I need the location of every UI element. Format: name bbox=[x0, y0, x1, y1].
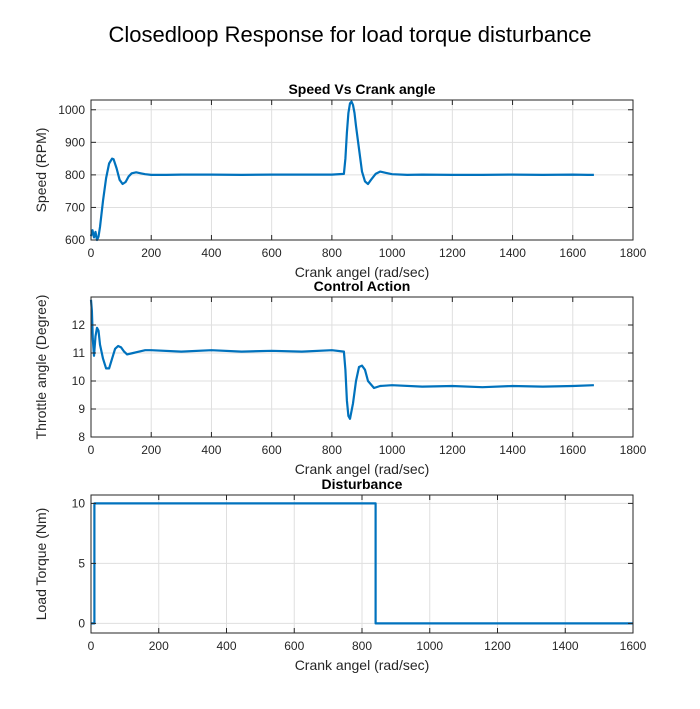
disturbance-plot-ytick-label: 5 bbox=[78, 556, 85, 570]
speed-plot-xtick-label: 200 bbox=[141, 246, 161, 260]
control-action-plot-ytick-label: 11 bbox=[73, 346, 86, 360]
figure-title: Closedloop Response for load torque dist… bbox=[108, 22, 592, 47]
control-action-plot-ylabel: Throttle angle (Degree) bbox=[33, 295, 49, 440]
disturbance-plot-xtick-label: 0 bbox=[88, 639, 95, 653]
disturbance-plot-title: Disturbance bbox=[322, 476, 403, 492]
speed-plot-xtick-label: 0 bbox=[88, 246, 95, 260]
speed-plot-ytick-label: 1000 bbox=[58, 103, 85, 117]
control-action-plot-xtick-label: 0 bbox=[88, 443, 95, 457]
control-action-plot-xtick-label: 1800 bbox=[620, 443, 647, 457]
disturbance-plot-xlabel: Crank angel (rad/sec) bbox=[295, 657, 430, 673]
disturbance-plot-xtick-label: 600 bbox=[284, 639, 304, 653]
control-action-plot: 0 200 400 600 800 1000 1200 1400 1600 1800 8 9 10 11 1… bbox=[33, 278, 647, 477]
control-action-plot-ticks: 0 200 400 600 800 1000 1200 1400 1600 1800 8 9 10 11 1… bbox=[72, 296, 647, 457]
control-action-plot-xtick-label: 1200 bbox=[439, 443, 466, 457]
disturbance-plot-xtick-label: 1400 bbox=[552, 639, 579, 653]
disturbance-plot-xtick-label: 400 bbox=[216, 639, 236, 653]
speed-plot-xtick-label: 1000 bbox=[379, 246, 406, 260]
control-action-plot-ytick-label: 12 bbox=[72, 318, 86, 332]
speed-plot-xtick-label: 400 bbox=[201, 246, 221, 260]
control-action-plot-frame bbox=[90, 296, 634, 438]
speed-plot-ytick-label: 900 bbox=[65, 135, 85, 149]
control-action-plot-xtick-label: 1600 bbox=[559, 443, 586, 457]
disturbance-plot-ytick-label: 10 bbox=[72, 496, 86, 510]
control-action-plot-xtick-label: 200 bbox=[141, 443, 161, 457]
control-action-plot-series-line bbox=[89, 299, 594, 420]
speed-plot-series bbox=[89, 100, 594, 242]
control-action-plot-ytick-label: 9 bbox=[78, 402, 85, 416]
disturbance-plot-ticks: 0 200 400 600 800 1000 1200 1400 1600 0 5 10 bbox=[72, 494, 647, 653]
control-action-plot-xtick-label: 400 bbox=[201, 443, 221, 457]
disturbance-plot: 0 200 400 600 800 1000 1200 1400 1600 0 5 10 Distur… bbox=[33, 476, 647, 673]
disturbance-plot-xtick-label: 200 bbox=[149, 639, 169, 653]
speed-plot-xtick-label: 800 bbox=[322, 246, 342, 260]
speed-plot-xtick-label: 1400 bbox=[499, 246, 526, 260]
control-action-plot-xtick-label: 600 bbox=[262, 443, 282, 457]
speed-plot-xtick-label: 600 bbox=[262, 246, 282, 260]
speed-plot-ytick-label: 700 bbox=[65, 200, 85, 214]
speed-plot-series-line bbox=[89, 100, 594, 242]
control-action-plot-ytick-label: 8 bbox=[78, 430, 85, 444]
speed-plot: 0 200 400 600 800 1000 1200 1400 1600 1800 600 700 8… bbox=[33, 81, 647, 280]
disturbance-plot-xtick-label: 1600 bbox=[620, 639, 647, 653]
disturbance-plot-ylabel: Load Torque (Nm) bbox=[33, 508, 49, 621]
disturbance-plot-xtick-label: 1000 bbox=[416, 639, 443, 653]
speed-plot-ticks: 0 200 400 600 800 1000 1200 1400 1600 1800 600 700 8… bbox=[58, 99, 647, 260]
control-action-plot-xtick-label: 1400 bbox=[499, 443, 526, 457]
speed-plot-title: Speed Vs Crank angle bbox=[288, 81, 435, 97]
disturbance-plot-xtick-label: 800 bbox=[352, 639, 372, 653]
speed-plot-ylabel: Speed (RPM) bbox=[33, 128, 49, 213]
speed-plot-ytick-label: 600 bbox=[65, 233, 85, 247]
control-action-plot-title: Control Action bbox=[314, 278, 411, 294]
speed-plot-xtick-label: 1800 bbox=[620, 246, 647, 260]
speed-plot-xtick-label: 1200 bbox=[439, 246, 466, 260]
control-action-plot-xlabel: Crank angel (rad/sec) bbox=[295, 461, 430, 477]
control-action-plot-xtick-label: 1000 bbox=[379, 443, 406, 457]
speed-plot-frame bbox=[90, 99, 634, 241]
speed-plot-ytick-label: 800 bbox=[65, 168, 85, 182]
disturbance-plot-ytick-label: 0 bbox=[78, 616, 85, 630]
disturbance-plot-xtick-label: 1200 bbox=[484, 639, 511, 653]
speed-plot-xtick-label: 1600 bbox=[559, 246, 586, 260]
speed-plot-xlabel: Crank angel (rad/sec) bbox=[295, 264, 430, 280]
control-action-plot-ytick-label: 10 bbox=[72, 374, 86, 388]
control-action-plot-series bbox=[89, 299, 594, 420]
control-action-plot-xtick-label: 800 bbox=[322, 443, 342, 457]
